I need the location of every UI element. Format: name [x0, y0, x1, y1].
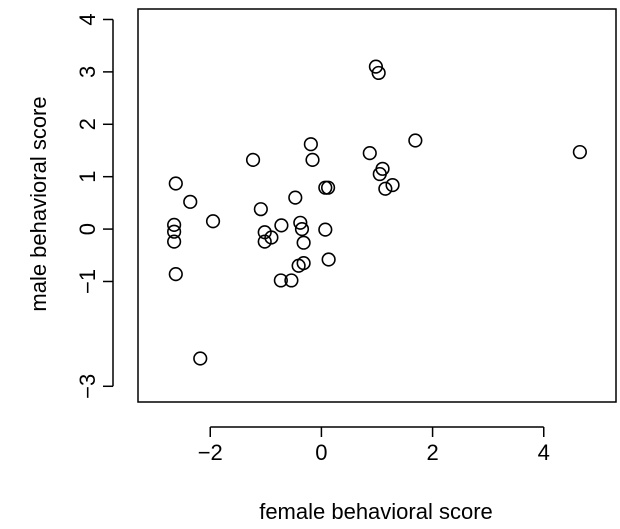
y-tick-label: 4 [75, 13, 100, 25]
data-point [167, 224, 182, 239]
x-tick-label: 4 [538, 440, 550, 465]
data-point [257, 234, 272, 249]
data-point [320, 180, 336, 195]
y-tick-label: 2 [75, 118, 100, 130]
plot-frame [137, 8, 617, 403]
data-point [205, 214, 221, 229]
data-point [168, 176, 183, 191]
data-point [318, 180, 333, 195]
data-point [167, 217, 182, 232]
data-point [385, 177, 400, 193]
x-tick-label: 0 [315, 440, 327, 465]
data-point [372, 166, 387, 182]
data-point [291, 258, 306, 273]
x-axis: −2 0 2 4 [198, 426, 550, 465]
x-tick-label: 2 [426, 440, 438, 465]
data-point [371, 65, 386, 81]
data-point [167, 234, 182, 249]
y-axis: −3 −1 0 1 2 3 4 [75, 13, 114, 399]
y-tick-label: 3 [75, 66, 100, 78]
data-point [305, 152, 320, 168]
data-point [362, 146, 377, 161]
y-axis-title: male behavioral score [26, 96, 51, 311]
data-point [274, 218, 289, 233]
data-point [378, 181, 393, 196]
x-tick-label: −2 [198, 440, 223, 465]
data-points [167, 59, 587, 366]
data-point [183, 194, 198, 209]
data-point [273, 273, 288, 288]
data-point [245, 152, 261, 168]
data-point [294, 221, 310, 237]
data-point [318, 222, 333, 237]
data-point [572, 144, 587, 160]
data-point [296, 235, 311, 250]
y-tick-label: 1 [75, 171, 100, 183]
y-tick-label: −3 [75, 374, 100, 399]
data-point [288, 190, 303, 205]
data-point [303, 137, 318, 152]
data-point [293, 215, 308, 230]
data-point [284, 273, 299, 288]
y-tick-label: −1 [75, 269, 100, 294]
y-tick-label: 0 [75, 223, 100, 235]
data-point [193, 351, 208, 366]
data-point [321, 252, 336, 267]
data-point [368, 59, 383, 74]
x-axis-title: female behavioral score [259, 499, 493, 524]
data-point [253, 202, 268, 217]
data-point [168, 267, 183, 282]
data-point [408, 133, 423, 148]
